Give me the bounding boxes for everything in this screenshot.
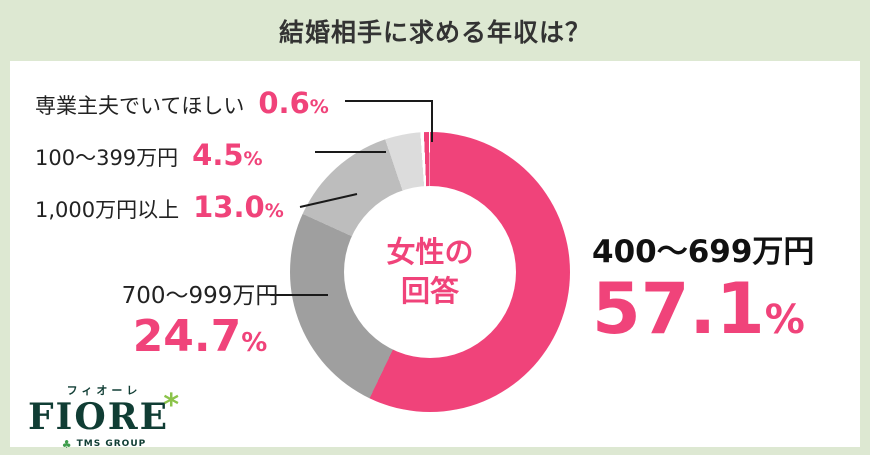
segment-label: 専業主夫でいてほしい <box>35 94 245 118</box>
label-row-1000-plus: 1,000万円以上 13.0% <box>35 190 284 224</box>
brand-name: FIORE <box>28 396 170 438</box>
page-title: 結婚相手に求める年収は？ <box>278 17 591 47</box>
donut-center-label-line2: 回答 <box>400 274 459 308</box>
label-row-700-999: 700〜999万円 24.7% <box>100 276 300 360</box>
percent-sign: % <box>764 297 805 343</box>
brand-logo: フィオーレ FIORE * ♣ TMS GROUP <box>28 382 180 451</box>
donut-chart: 女性の 回答 <box>290 132 570 412</box>
percent-sign: % <box>243 148 263 170</box>
segment-label: 100〜399万円 <box>35 146 179 170</box>
percent-sign: % <box>241 328 268 358</box>
brand-group-row: ♣ TMS GROUP <box>28 438 180 451</box>
label-row-100-399: 100〜399万円 4.5% <box>35 138 263 172</box>
brand-group: TMS GROUP <box>76 439 147 450</box>
percent-sign: % <box>309 96 329 118</box>
segment-label: 1,000万円以上 <box>35 198 180 222</box>
segment-label: 400〜699万円 <box>592 234 815 270</box>
percent-value: 0.6% <box>258 86 329 120</box>
clover-icon: ♣ <box>61 437 73 451</box>
label-row-house-husband: 専業主夫でいてほしい 0.6% <box>35 86 329 120</box>
percent-value: 24.7% <box>132 311 268 362</box>
segment-label: 700〜999万円 <box>121 283 279 309</box>
label-row-400-699: 400〜699万円 57.1% <box>592 226 814 347</box>
title-bar: 結婚相手に求める年収は？ <box>0 0 870 61</box>
percent-value: 13.0% <box>193 190 284 224</box>
percent-sign: % <box>264 200 284 222</box>
brand-name-wrap: FIORE * <box>28 388 179 438</box>
percent-value: 4.5% <box>192 138 263 172</box>
asterisk-icon: * <box>163 388 180 423</box>
donut-hole: 女性の 回答 <box>344 186 516 358</box>
percent-value: 57.1% <box>592 268 805 350</box>
brand-furigana: フィオーレ <box>66 384 142 397</box>
donut-center-label-line1: 女性の <box>386 234 474 269</box>
